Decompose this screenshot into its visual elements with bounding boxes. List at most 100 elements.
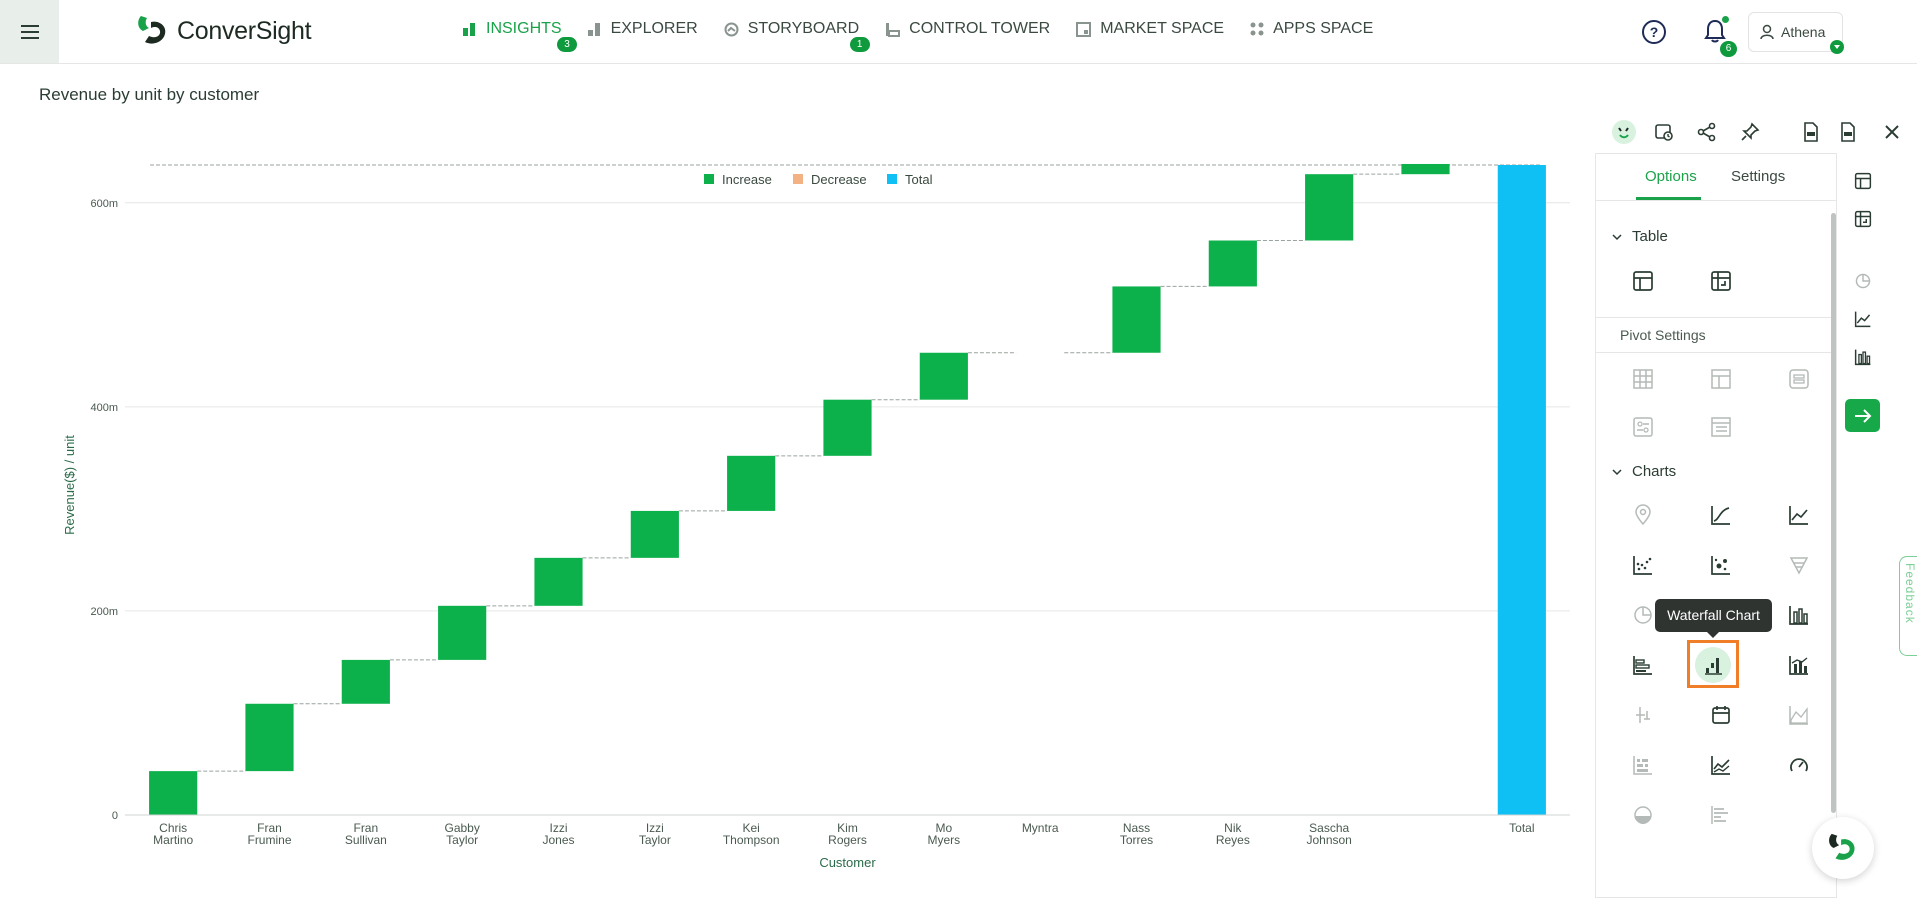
close-button[interactable] <box>1878 118 1906 146</box>
page-title: Revenue by unit by customer <box>39 85 260 104</box>
x-tick-label: Reyes <box>1216 833 1250 847</box>
x-tick-label: Mo <box>935 821 952 835</box>
table-section-toggle[interactable]: Table <box>1612 228 1668 245</box>
pie-chart-option[interactable] <box>1628 600 1658 630</box>
waterfall-bar <box>1208 240 1257 287</box>
area-chart-option[interactable] <box>1784 700 1814 730</box>
error-bar-chart-option[interactable] <box>1628 700 1658 730</box>
waterfall-chart-option[interactable] <box>1687 640 1739 688</box>
help-button[interactable]: ? <box>1641 19 1667 50</box>
bar-race-icon <box>1711 806 1728 824</box>
line-chart-option[interactable] <box>1784 500 1814 530</box>
export-xls-button[interactable] <box>1834 118 1862 146</box>
explorer-icon <box>587 23 600 36</box>
assistant-button[interactable] <box>1610 118 1638 146</box>
conversight-assistant-fab[interactable] <box>1812 817 1874 879</box>
pivot-filter-option[interactable] <box>1628 412 1658 442</box>
legend-label: Increase <box>722 172 772 187</box>
nav-apps-space[interactable]: APPS SPACE <box>1250 20 1373 38</box>
bubble-chart-option[interactable] <box>1706 550 1736 580</box>
user-menu[interactable]: Athena <box>1748 12 1843 52</box>
combo-chart-icon <box>1789 656 1808 675</box>
spline-chart-option[interactable] <box>1706 500 1736 530</box>
x-tick-label: Rogers <box>828 833 867 847</box>
horizontal-bar-chart-option[interactable] <box>1628 650 1658 680</box>
funnel-chart-option[interactable] <box>1784 550 1814 580</box>
combo-chart-option[interactable] <box>1784 650 1814 680</box>
charts-section-toggle[interactable]: Charts <box>1612 463 1676 480</box>
waterfall-bar <box>438 605 487 660</box>
rail-table-button[interactable] <box>1848 166 1878 196</box>
calendar-chart-option[interactable] <box>1706 700 1736 730</box>
schedule-button[interactable] <box>1650 118 1678 146</box>
column-chart-option[interactable] <box>1784 600 1814 630</box>
pin-button[interactable] <box>1736 118 1764 146</box>
pdf-file-icon <box>1804 122 1818 142</box>
notifications-button[interactable] <box>1703 18 1727 49</box>
export-pdf-button[interactable] <box>1797 118 1825 146</box>
hamburger-menu-button[interactable] <box>0 0 59 63</box>
nav-explorer[interactable]: EXPLORER <box>587 20 698 38</box>
layout-icon <box>1711 369 1731 389</box>
line-chart-icon <box>1854 311 1871 328</box>
pivot-grid-option[interactable] <box>1628 364 1658 394</box>
x-axis-title: Customer <box>819 855 876 870</box>
share-button[interactable] <box>1693 118 1721 146</box>
nav-control-tower[interactable]: CONTROL TOWER <box>885 20 1050 38</box>
app-name: ConverSight <box>177 16 312 45</box>
user-menu-caret[interactable] <box>1830 40 1844 54</box>
waterfall-bar <box>534 557 583 606</box>
pivot-table-option[interactable] <box>1706 266 1736 296</box>
heatmap-chart-option[interactable] <box>1628 750 1658 780</box>
x-tick-label: Nass <box>1123 821 1150 835</box>
panel-scrollbar[interactable] <box>1831 213 1836 813</box>
nav-market-space[interactable]: MARKET SPACE <box>1076 20 1224 38</box>
waterfall-bar <box>1112 286 1161 353</box>
nav-insights[interactable]: INSIGHTS 3 <box>463 20 577 52</box>
panel-tabs: Options Settings <box>1596 154 1836 201</box>
legend-swatch <box>704 174 714 184</box>
filter-table-icon <box>1633 417 1653 437</box>
tab-options[interactable]: Options <box>1645 168 1697 185</box>
bar-race-option[interactable] <box>1706 800 1736 830</box>
help-icon: ? <box>1642 20 1666 44</box>
feedback-tab[interactable]: Feedback <box>1899 556 1917 656</box>
charts-section-label: Charts <box>1632 463 1677 480</box>
waterfall-bar <box>1305 174 1354 241</box>
list-table-icon <box>1711 417 1731 437</box>
bar-chart-icon <box>1854 349 1871 366</box>
rail-pie-button[interactable] <box>1848 266 1878 296</box>
waterfall-bar <box>919 352 968 400</box>
x-tick-label: Izzi <box>550 821 568 835</box>
legend-label: Decrease <box>811 172 867 187</box>
rail-line-button[interactable] <box>1848 304 1878 334</box>
close-icon <box>1885 125 1899 139</box>
pivot-layout-option[interactable] <box>1706 364 1736 394</box>
area-chart-icon <box>1789 706 1808 725</box>
y-tick-label: 200m <box>90 606 118 618</box>
rail-bar-button[interactable] <box>1848 342 1878 372</box>
x-tick-label: Myers <box>927 833 960 847</box>
nav-storyboard[interactable]: STORYBOARD 1 <box>724 20 870 52</box>
table-option[interactable] <box>1628 266 1658 296</box>
pivot-rows-option[interactable] <box>1784 364 1814 394</box>
x-tick-label: Frumine <box>247 833 291 847</box>
bubble-chart-icon <box>1711 556 1730 575</box>
multi-line-chart-option[interactable] <box>1706 750 1736 780</box>
x-tick-label: Taylor <box>446 833 478 847</box>
pivot-list-option[interactable] <box>1706 412 1736 442</box>
scatter-chart-option[interactable] <box>1628 550 1658 580</box>
app-logo[interactable]: ConverSight <box>135 14 312 48</box>
collapse-panel-button[interactable] <box>1845 399 1880 432</box>
rail-pivot-button[interactable] <box>1848 204 1878 234</box>
tab-settings[interactable]: Settings <box>1731 168 1786 185</box>
liquid-gauge-option[interactable] <box>1628 800 1658 830</box>
map-chart-option[interactable] <box>1628 500 1658 530</box>
rows-icon <box>1789 369 1809 389</box>
nav-storyboard-label: STORYBOARD <box>747 20 860 37</box>
arrow-right-icon <box>1854 408 1871 423</box>
gauge-chart-option[interactable] <box>1784 750 1814 780</box>
error-bar-icon <box>1636 707 1650 723</box>
apps-space-icon <box>1250 22 1264 36</box>
y-axis-title: Revenue($) / unit <box>62 435 77 535</box>
